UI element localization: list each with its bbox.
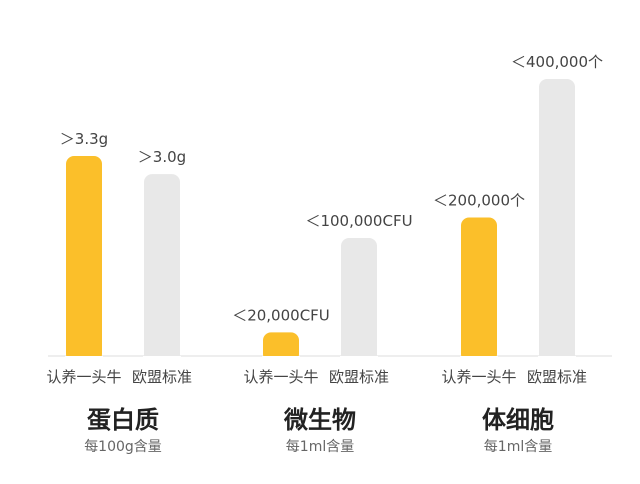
group-title-somatic-cell: 体细胞 (482, 406, 554, 434)
group-unit-somatic-cell: 每1ml含量 (483, 439, 553, 455)
value-label-somatic-cell-eu: ＜400,000个 (511, 53, 603, 71)
group-title-protein: 蛋白质 (87, 406, 159, 434)
series-label-protein-ours: 认养一头牛 (46, 368, 121, 386)
bar-base-cover (262, 356, 300, 364)
bar-microbe-eu (341, 238, 377, 362)
series-label-microbe-ours: 认养一头牛 (243, 368, 318, 386)
value-label-microbe-ours: ＜20,000CFU (232, 306, 330, 324)
bar-base-cover (143, 356, 181, 364)
bar-somatic-cell-ours (461, 217, 497, 362)
bar-base-cover (538, 356, 576, 364)
bar-microbe-ours (263, 332, 299, 362)
series-label-somatic-cell-ours: 认养一头牛 (441, 368, 516, 386)
value-label-somatic-cell-ours: ＜200,000个 (433, 192, 525, 210)
series-label-microbe-eu: 欧盟标准 (329, 368, 389, 386)
value-label-protein-eu: ＞3.0g (138, 148, 186, 166)
series-label-protein-eu: 欧盟标准 (132, 368, 192, 386)
value-label-microbe-eu: ＜100,000CFU (305, 212, 412, 230)
group-unit-protein: 每100g含量 (84, 439, 162, 455)
group-unit-microbe: 每1ml含量 (285, 439, 355, 455)
value-label-protein-ours: ＞3.3g (60, 130, 108, 148)
bar-base-cover (340, 356, 378, 364)
series-label-somatic-cell-eu: 欧盟标准 (527, 368, 587, 386)
group-title-microbe: 微生物 (284, 406, 356, 434)
bar-protein-eu (144, 174, 180, 362)
bar-somatic-cell-eu (539, 79, 575, 362)
bar-base-cover (65, 356, 103, 364)
bar-protein-ours (66, 156, 102, 362)
bar-base-cover (460, 356, 498, 364)
